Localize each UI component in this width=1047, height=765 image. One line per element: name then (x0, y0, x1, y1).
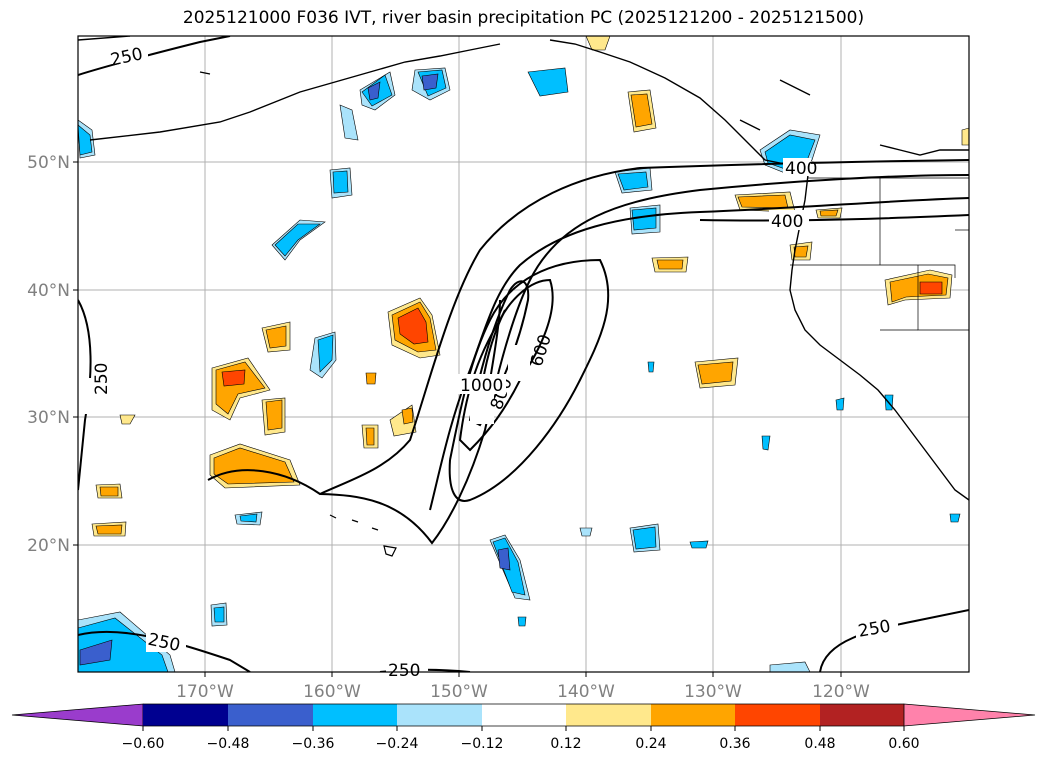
lon-tick-120w: 120°W (812, 682, 870, 702)
colorbar-bin-2 (228, 704, 313, 726)
contour-label-1000: 1000 (460, 376, 503, 396)
hawaii-islands (329, 514, 397, 557)
colorbar-tick-label: −0.48 (207, 736, 250, 752)
precip-pc-fill (78, 36, 969, 672)
lat-tick-labels: 50°N 40°N 30°N 20°N (27, 153, 78, 556)
colorbar-bin-1 (143, 704, 228, 726)
colorbar-tick-label: 0.36 (719, 736, 750, 752)
lon-tick-170w: 170°W (176, 682, 234, 702)
state-borders (790, 177, 969, 331)
colorbar-bin-4 (397, 704, 482, 726)
contour-label-250-b: 250 (92, 363, 112, 395)
colorbar-extend-high (903, 703, 1036, 727)
coastlines (78, 36, 969, 501)
colorbar-tick-label: 0.48 (804, 736, 835, 752)
colorbar-tick-label: 0.24 (635, 736, 666, 752)
colorbar-bin-5 (482, 704, 566, 726)
colorbar-bin-6 (566, 704, 651, 726)
lon-tick-140w: 140°W (557, 682, 615, 702)
lon-tick-labels: 170°W 160°W 150°W 140°W 130°W 120°W (176, 672, 870, 702)
contour-label-400-a: 400 (771, 212, 803, 232)
lat-tick-20n: 20°N (27, 536, 70, 556)
colorbar-tick-label: −0.60 (122, 736, 165, 752)
lat-tick-40n: 40°N (27, 281, 70, 301)
colorbar: −0.60 −0.48 −0.36 −0.24 −0.12 0.12 0.24 … (11, 703, 1036, 752)
lat-tick-30n: 30°N (27, 408, 70, 428)
contour-labels: 250 250 250 250 250 400 400 600 800 1000 (78, 44, 898, 681)
colorbar-bin-9 (820, 704, 904, 726)
colorbar-tick-label: −0.36 (292, 736, 335, 752)
map-title: 2025121000 F036 IVT, river basin precipi… (182, 8, 865, 28)
colorbar-tick-label: 0.12 (550, 736, 581, 752)
colorbar-tick-label: 0.60 (888, 736, 919, 752)
colorbar-bin-3 (313, 704, 397, 726)
contour-label-250-e: 250 (388, 661, 420, 681)
colorbar-tick-label: −0.12 (461, 736, 504, 752)
map-border (77, 35, 970, 673)
lon-tick-130w: 130°W (684, 682, 742, 702)
colorbar-bin-7 (651, 704, 735, 726)
lon-tick-160w: 160°W (303, 682, 361, 702)
lat-tick-50n: 50°N (27, 153, 70, 173)
colorbar-bin-8 (735, 704, 820, 726)
lon-tick-150w: 150°W (430, 682, 488, 702)
colorbar-tick-label: −0.24 (376, 736, 419, 752)
colorbar-extend-low (11, 703, 144, 727)
contour-label-400-b: 400 (785, 159, 817, 179)
